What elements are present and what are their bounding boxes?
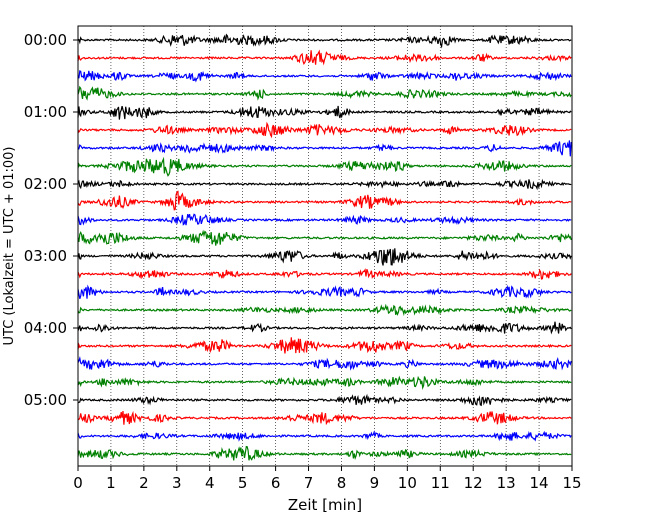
x-tick-label: 3 [172, 474, 182, 492]
x-tick-label: 15 [562, 474, 581, 492]
seismo-trace [77, 190, 572, 211]
seismo-trace [77, 213, 572, 226]
seismo-trace [77, 49, 572, 66]
seismo-trace [77, 337, 572, 354]
x-tick-label: 13 [497, 474, 516, 492]
y-axis-label: UTC (Lokalzeit = UTC + 01:00) [2, 147, 17, 346]
x-tick-label: 0 [73, 474, 83, 492]
x-tick-label: 10 [398, 474, 417, 492]
trace-group [77, 33, 572, 461]
seismo-trace [77, 284, 572, 299]
x-tick-label: 14 [530, 474, 549, 492]
seismo-trace [77, 121, 572, 139]
seismo-trace [77, 85, 572, 101]
y-tick-label: 03:00 [24, 247, 67, 265]
seismo-trace [77, 375, 572, 391]
seismo-trace [77, 248, 572, 266]
seismo-trace [77, 33, 572, 49]
y-tick-label: 04:00 [24, 319, 67, 337]
x-tick-label: 1 [106, 474, 116, 492]
x-tick-label: 11 [431, 474, 450, 492]
y-tick-label: 05:00 [24, 391, 67, 409]
seismo-trace [77, 445, 572, 461]
x-tick-label: 8 [337, 474, 347, 492]
seismo-trace [77, 140, 572, 157]
x-tick-label: 9 [370, 474, 380, 492]
y-tick-label: 01:00 [24, 103, 67, 121]
seismo-trace [77, 393, 572, 407]
y-axis-ticks: 00:00 01:00 02:00 03:00 04:00 05:00 [24, 31, 78, 409]
plot-frame [77, 25, 573, 467]
x-tick-label: 6 [271, 474, 281, 492]
seismo-trace [77, 355, 572, 371]
seismo-trace [77, 321, 572, 335]
x-tick-label: 5 [238, 474, 248, 492]
seismo-trace [77, 229, 572, 246]
seismo-trace [77, 105, 572, 120]
seismo-trace [77, 70, 572, 83]
seismo-trace [77, 410, 572, 426]
grid-lines [110, 26, 540, 466]
seismo-trace [77, 303, 572, 317]
seismo-trace [77, 430, 572, 442]
y-tick-label: 00:00 [24, 31, 67, 49]
seismo-trace [77, 178, 572, 191]
x-tick-label: 12 [464, 474, 483, 492]
y-tick-label: 02:00 [24, 175, 67, 193]
seismo-trace [77, 156, 572, 177]
x-tick-label: 4 [205, 474, 215, 492]
x-tick-label: 2 [139, 474, 149, 492]
x-tick-label: 7 [304, 474, 314, 492]
seismo-trace [77, 268, 572, 280]
x-axis-ticks: 0 1 2 3 4 5 6 7 8 9 10 11 12 13 14 15 [73, 466, 582, 492]
x-axis-label: Zeit [min] [288, 496, 362, 514]
